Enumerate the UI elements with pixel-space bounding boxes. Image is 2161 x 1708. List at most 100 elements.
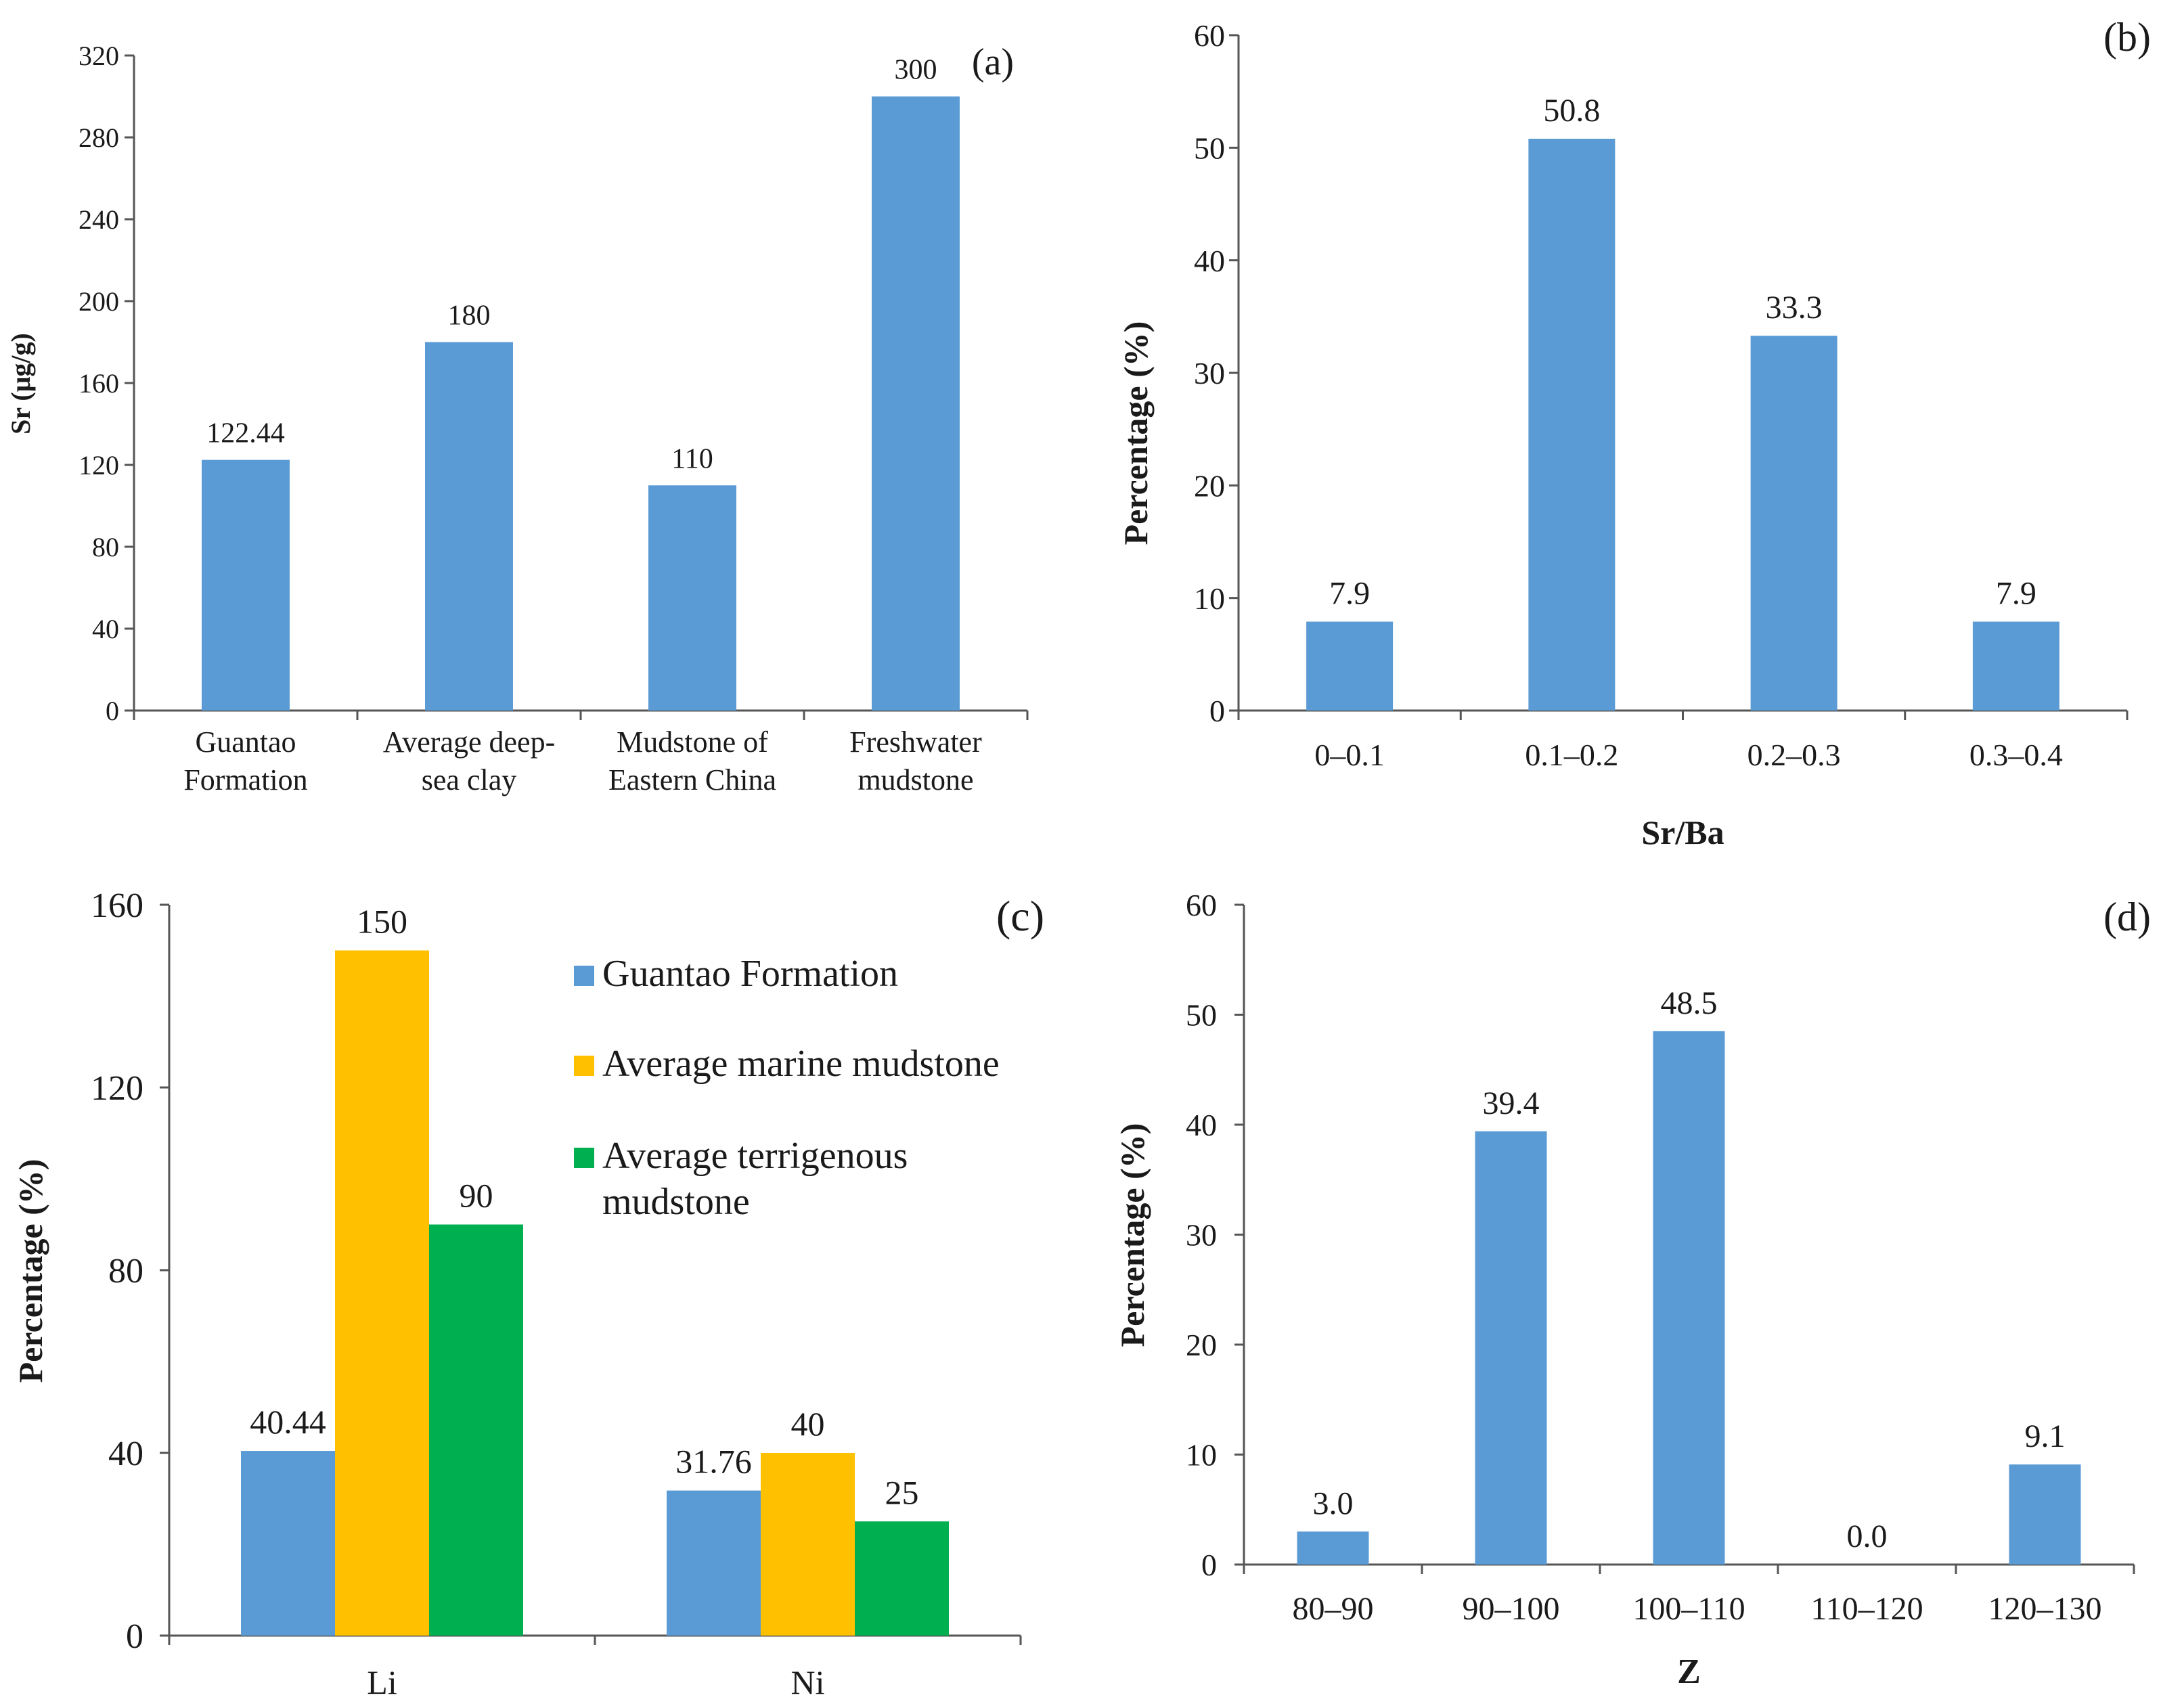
x-category-label: 90–100 — [1463, 1591, 1560, 1627]
x-category-label: 0.2–0.3 — [1747, 738, 1841, 772]
x-category-label: 110–120 — [1810, 1591, 1923, 1627]
x-category-label: 80–90 — [1293, 1591, 1374, 1627]
y-axis-title: Sr (μg/g) — [5, 333, 36, 434]
y-tick-label: 240 — [79, 204, 119, 235]
legend-swatch — [574, 966, 594, 986]
bar — [241, 1451, 335, 1636]
y-tick-label: 40 — [1194, 244, 1225, 278]
y-tick-label: 0 — [1201, 1548, 1217, 1582]
x-category-label: 0–0.1 — [1314, 738, 1385, 772]
y-tick-label: 10 — [1194, 581, 1225, 616]
x-category-label: Mudstone of — [617, 725, 768, 759]
bar-value-label: 3.0 — [1313, 1485, 1354, 1521]
y-tick-label: 30 — [1194, 356, 1225, 390]
y-tick-label: 200 — [79, 286, 119, 317]
x-category-label: 0.1–0.2 — [1525, 738, 1618, 772]
bar-value-label: 9.1 — [2025, 1418, 2066, 1454]
bar-value-label: 0.0 — [1847, 1519, 1888, 1554]
bar-value-label: 180 — [448, 300, 491, 332]
y-tick-label: 10 — [1186, 1438, 1217, 1473]
x-axis-title: Sr/Ba — [1641, 813, 1724, 851]
y-tick-label: 20 — [1194, 468, 1225, 503]
x-category-label: Guantao — [195, 725, 296, 759]
y-tick-label: 20 — [1186, 1328, 1217, 1362]
x-category-label: Average deep- — [383, 725, 555, 759]
bar — [761, 1453, 855, 1636]
bar — [648, 485, 736, 711]
y-tick-label: 160 — [91, 886, 143, 925]
y-tick-label: 80 — [92, 532, 119, 562]
bar-value-label: 7.9 — [1329, 576, 1370, 612]
panel-letter: (a) — [972, 41, 1014, 83]
bar — [2009, 1464, 2081, 1565]
y-tick-label: 120 — [91, 1069, 143, 1108]
bar-value-label: 7.9 — [1996, 576, 2036, 612]
bar — [335, 950, 429, 1636]
y-tick-label: 0 — [106, 696, 119, 726]
y-tick-label: 160 — [79, 368, 119, 399]
legend-label: Average terrigenous — [602, 1135, 908, 1177]
bar — [425, 342, 513, 711]
bar-value-label: 150 — [357, 903, 407, 941]
bar — [202, 459, 290, 711]
x-axis-title: Z — [1677, 1653, 1701, 1691]
x-category-label: Li — [367, 1663, 397, 1701]
legend-swatch — [574, 1056, 594, 1076]
panel-letter: (b) — [2103, 15, 2151, 60]
y-tick-label: 50 — [1186, 998, 1217, 1033]
bar — [1653, 1031, 1725, 1565]
bar — [855, 1521, 949, 1636]
chart-panel-d: 0 10 20 30 40 50 60 80–90 90–100 100–110 110–120 12… — [1113, 888, 2151, 1691]
y-tick-label: 50 — [1194, 131, 1225, 165]
y-tick-label: 60 — [1186, 888, 1217, 922]
x-category-label: 120–130 — [1988, 1591, 2102, 1627]
y-tick-label: 60 — [1194, 18, 1225, 53]
bar-value-label: 40.44 — [250, 1403, 326, 1441]
x-category-label: sea clay — [422, 763, 516, 796]
bar — [1306, 621, 1394, 711]
bar — [1297, 1531, 1369, 1565]
x-category-label: 0.3–0.4 — [1969, 738, 2063, 772]
legend-swatch — [574, 1148, 594, 1168]
bar — [429, 1224, 523, 1636]
chart-panel-a: 0 40 80 120 160 200 240 280 320 Guantao Formation A… — [5, 41, 1029, 796]
bar-value-label: 48.5 — [1661, 985, 1718, 1021]
panel-letter: (c) — [996, 892, 1044, 940]
y-tick-label: 0 — [1209, 694, 1225, 728]
y-tick-label: 40 — [108, 1435, 143, 1473]
y-tick-label: 320 — [79, 41, 119, 71]
x-category-label: Ni — [791, 1663, 825, 1701]
x-category-label: Eastern China — [608, 763, 776, 796]
bar-value-label: 25 — [885, 1473, 919, 1511]
x-category-label: Formation — [183, 763, 307, 796]
bar — [1972, 621, 2059, 711]
panel-letter: (d) — [2103, 895, 2151, 939]
bar-value-label: 31.76 — [675, 1443, 752, 1481]
bar — [1750, 336, 1837, 711]
bar-value-label: 300 — [895, 55, 937, 86]
bar — [1528, 139, 1616, 711]
y-tick-label: 30 — [1186, 1218, 1217, 1253]
y-axis-title: Percentage (%) — [12, 1159, 49, 1383]
y-axis-title: Percentage (%) — [1113, 1123, 1151, 1347]
bar-value-label: 33.3 — [1766, 290, 1823, 325]
bar-value-label: 50.8 — [1543, 93, 1600, 129]
y-tick-label: 280 — [79, 122, 119, 153]
bar — [872, 96, 960, 711]
chart-panel-b: 0 10 20 30 40 50 60 0–0.1 0.1–0.2 0.2–0.3 0.3–0.4 7… — [1117, 15, 2151, 851]
y-tick-label: 80 — [108, 1252, 143, 1290]
y-tick-label: 40 — [92, 614, 119, 644]
bar-value-label: 40 — [791, 1405, 825, 1443]
bar-value-label: 122.44 — [206, 418, 285, 449]
x-category-label: Freshwater — [849, 725, 982, 759]
y-tick-label: 40 — [1186, 1108, 1217, 1142]
x-category-label: 100–110 — [1632, 1591, 1745, 1627]
chart-panel-c: 0 40 80 120 160 Li Ni 40.44 31.76 150 40 90 25 Percen… — [12, 886, 1044, 1701]
x-category-label: mudstone — [857, 763, 973, 796]
bar-value-label: 90 — [460, 1177, 493, 1215]
bar — [1475, 1131, 1547, 1565]
bar-value-label: 110 — [671, 443, 713, 474]
legend-label: Guantao Formation — [602, 953, 898, 995]
bar-value-label: 39.4 — [1483, 1085, 1540, 1121]
